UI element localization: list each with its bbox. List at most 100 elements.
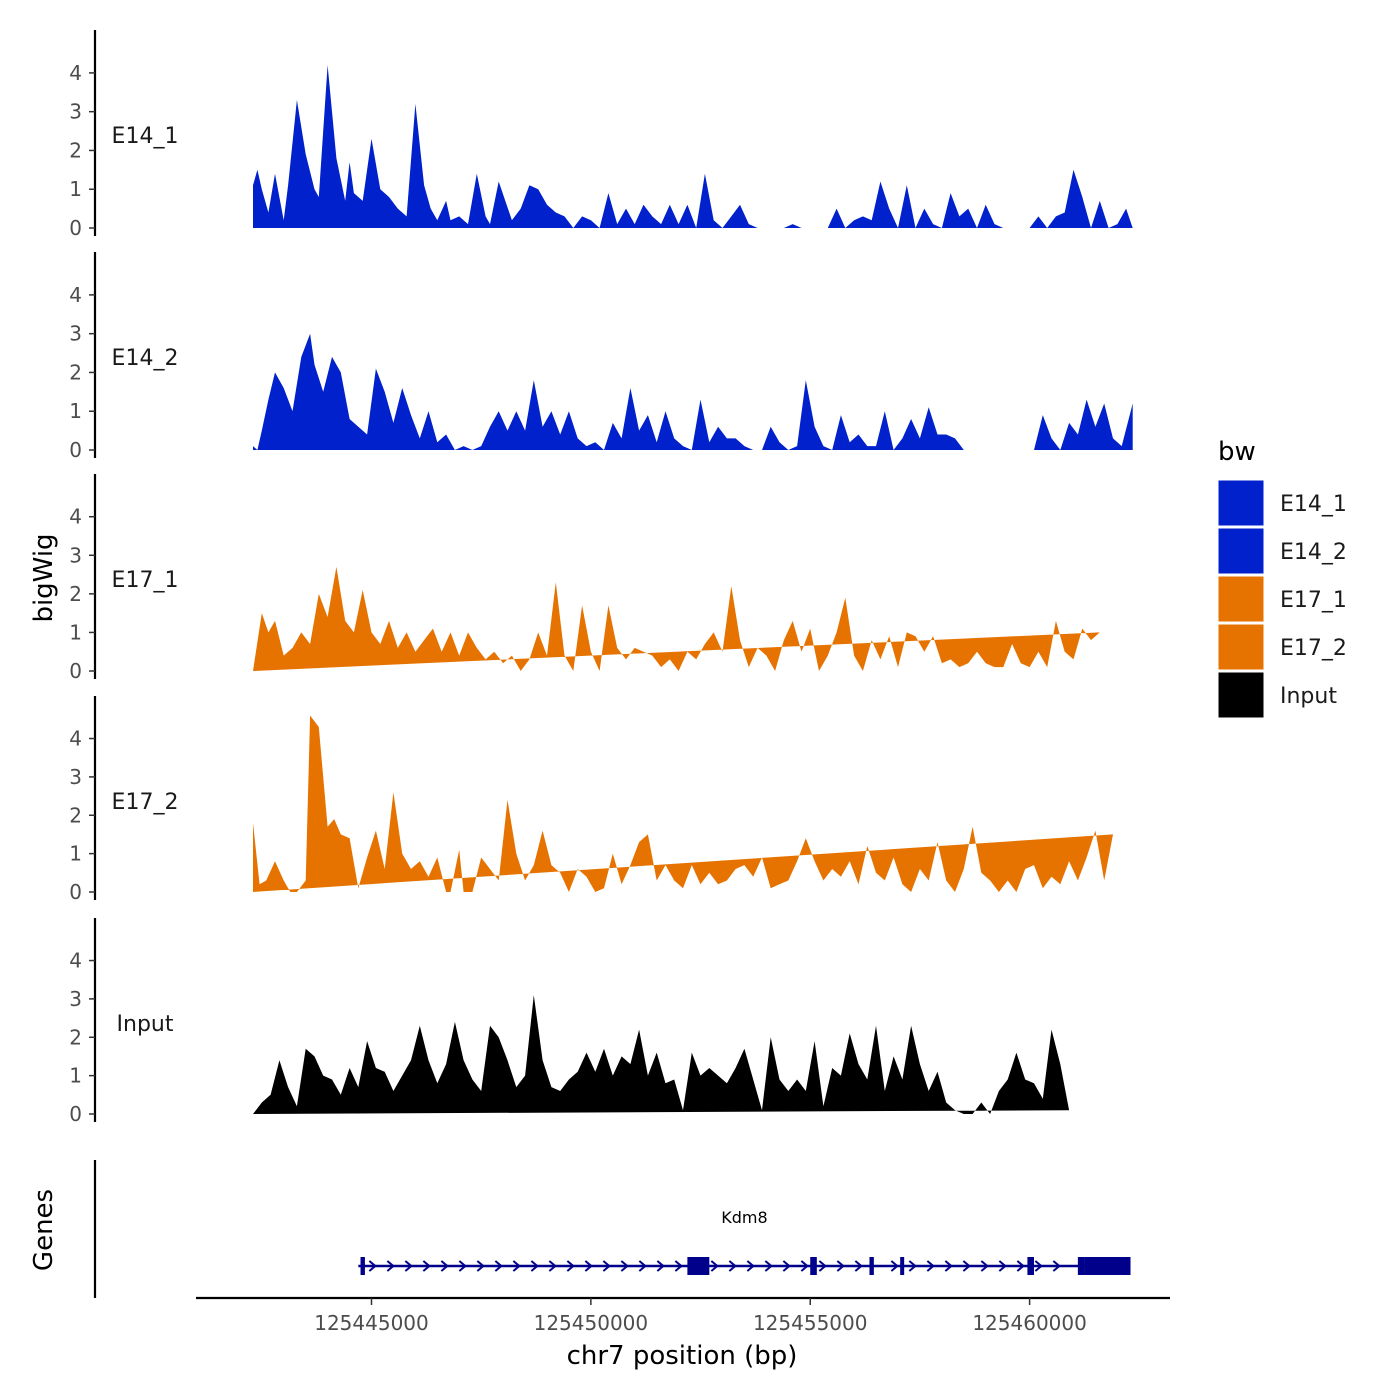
y-tick-label: 0 (69, 216, 82, 240)
area-e14_2 (253, 333, 1133, 450)
strand-arrow (998, 1260, 1007, 1272)
track-e14_2: 0 1 2 3 4 E14_2 (69, 252, 1133, 462)
track-label: E14_2 (112, 346, 179, 371)
strand-arrow (656, 1260, 665, 1272)
area-input (253, 995, 1070, 1114)
strand-arrow (926, 1260, 935, 1272)
y-tick-label: 1 (69, 842, 82, 866)
strand-arrow (422, 1260, 431, 1272)
strand-arrow (710, 1260, 719, 1272)
x-axis: 125445000 125450000 125455000 125460000 (196, 1296, 1170, 1335)
y-tick-label: 3 (69, 322, 82, 346)
exon-block (1084, 1257, 1131, 1275)
exon-block (810, 1257, 817, 1275)
y-tick-label: 2 (69, 803, 82, 827)
track-label: E14_1 (112, 124, 179, 149)
strand-arrow (440, 1260, 449, 1272)
exon-block (687, 1257, 710, 1275)
strand-arrow (944, 1260, 953, 1272)
exon-block (869, 1257, 874, 1275)
strand-arrow (584, 1260, 593, 1272)
gene-kdm8: Kdm8 (358, 1208, 1131, 1275)
strand-arrow (836, 1260, 845, 1272)
strand-arrow (854, 1260, 863, 1272)
x-axis-title: chr7 position (bp) (567, 1341, 798, 1371)
strand-arrow (638, 1260, 647, 1272)
strand-arrow (602, 1260, 611, 1272)
strand-arrow (476, 1260, 485, 1272)
legend-title: bw (1218, 437, 1256, 467)
track-e17_1: 0 1 2 3 4 E17_1 (69, 474, 1100, 683)
strand-arrow (512, 1260, 521, 1272)
strand-arrow (404, 1260, 413, 1272)
y-tick-label: 0 (69, 1102, 82, 1126)
y-tick-label: 4 (69, 283, 82, 307)
signal-tracks: 0 1 2 3 4 E14_1 0 1 2 3 4 E14_2 0 1 2 3 4 E17_1 0 1 2 3 4 E17_2… (69, 30, 1133, 1126)
strand-arrow (530, 1260, 539, 1272)
genes-axis-title: Genes (29, 1189, 59, 1271)
exon-block (1077, 1257, 1085, 1275)
area-e14_1 (253, 65, 1133, 228)
y-tick-label: 3 (69, 987, 82, 1011)
x-tick-label: 125460000 (972, 1311, 1087, 1335)
x-tick-label: 125450000 (534, 1311, 649, 1335)
y-tick-label: 3 (69, 765, 82, 789)
legend-label: E14_1 (1280, 492, 1347, 517)
y-tick-label: 2 (69, 582, 82, 606)
track-label: Input (117, 1012, 174, 1037)
legend-swatch-e17_2 (1217, 623, 1265, 671)
track-label: E17_1 (112, 568, 179, 593)
legend-label: E14_2 (1280, 540, 1347, 565)
y-tick-label: 0 (69, 880, 82, 904)
y-tick-label: 3 (69, 100, 82, 124)
exon-block (360, 1257, 365, 1275)
strand-arrow (728, 1260, 737, 1272)
area-e17_2 (253, 715, 1113, 892)
track-e17_2: 0 1 2 3 4 E17_2 (69, 696, 1113, 904)
strand-arrow (386, 1260, 395, 1272)
strand-arrow (1034, 1260, 1043, 1272)
strand-arrow (962, 1260, 971, 1272)
y-tick-label: 4 (69, 505, 82, 529)
y-tick-label: 0 (69, 438, 82, 462)
strand-arrow (368, 1260, 377, 1272)
strand-arrow (908, 1260, 917, 1272)
track-input: 0 1 2 3 4 Input (69, 918, 1070, 1126)
legend-label: E17_2 (1280, 636, 1347, 661)
strand-arrow (746, 1260, 755, 1272)
y-tick-label: 4 (69, 727, 82, 751)
strand-arrow (980, 1260, 989, 1272)
legend-swatch-input (1217, 671, 1265, 719)
x-tick-label: 125445000 (314, 1311, 429, 1335)
strand-arrow (1016, 1260, 1025, 1272)
strand-arrow (800, 1260, 809, 1272)
strand-arrow (1052, 1260, 1061, 1272)
legend: bw E14_1 E14_2 E17_1 E17_2 Input (1217, 437, 1347, 719)
legend-label: Input (1280, 684, 1337, 709)
strand-arrow (818, 1260, 827, 1272)
legend-swatch-e17_1 (1217, 575, 1265, 623)
strand-arrow (566, 1260, 575, 1272)
y-axis-title: bigWig (29, 533, 59, 622)
y-tick-label: 2 (69, 138, 82, 162)
legend-swatch-e14_2 (1217, 527, 1265, 575)
y-tick-label: 2 (69, 360, 82, 384)
y-tick-label: 4 (69, 61, 82, 85)
exon-block (1027, 1257, 1034, 1275)
strand-arrow (764, 1260, 773, 1272)
strand-arrow (620, 1260, 629, 1272)
y-tick-label: 1 (69, 620, 82, 644)
exon-block (900, 1257, 905, 1275)
y-tick-label: 0 (69, 659, 82, 683)
track-e14_1: 0 1 2 3 4 E14_1 (69, 30, 1133, 240)
gene-track: Kdm8 (93, 1160, 1131, 1298)
x-tick-label: 125455000 (753, 1311, 868, 1335)
strand-arrow (782, 1260, 791, 1272)
legend-swatch-e14_1 (1217, 479, 1265, 527)
track-label: E17_2 (112, 790, 179, 815)
strand-arrow (674, 1260, 683, 1272)
strand-arrow (458, 1260, 467, 1272)
y-tick-label: 2 (69, 1025, 82, 1049)
strand-arrow (890, 1260, 899, 1272)
area-e17_1 (253, 566, 1100, 671)
